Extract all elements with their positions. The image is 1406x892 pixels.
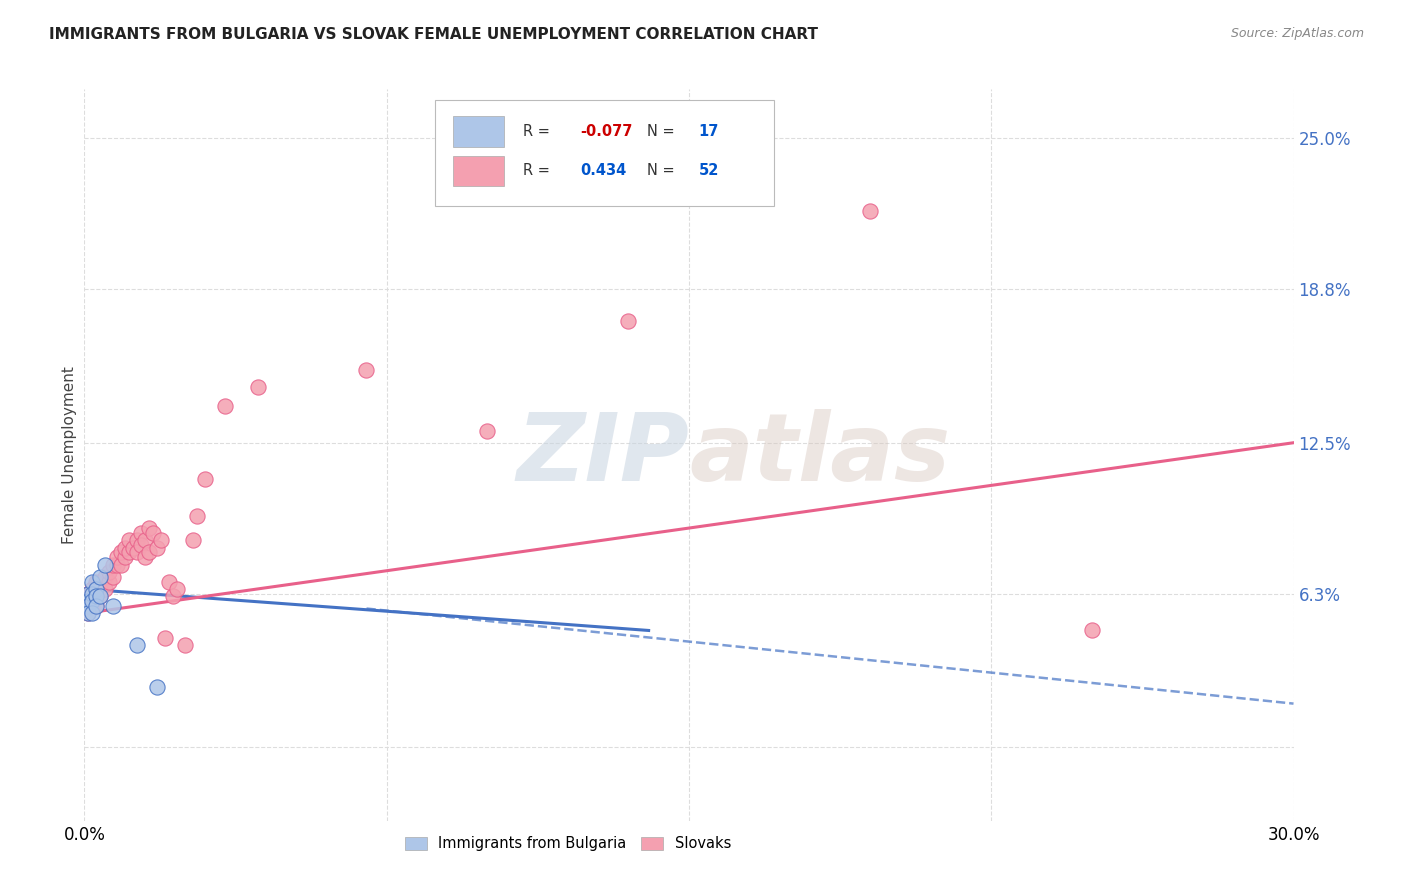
Point xyxy=(93,558,115,572)
Point xyxy=(149,533,172,548)
Point xyxy=(93,570,115,584)
Point xyxy=(194,472,217,486)
Text: 17: 17 xyxy=(699,124,718,139)
FancyBboxPatch shape xyxy=(453,155,503,186)
Point xyxy=(134,550,156,565)
Point xyxy=(129,538,152,552)
Point xyxy=(101,558,124,572)
Point xyxy=(77,594,100,608)
Point xyxy=(89,570,111,584)
Point xyxy=(97,574,120,589)
Point xyxy=(114,550,136,565)
Text: atlas: atlas xyxy=(689,409,950,501)
FancyBboxPatch shape xyxy=(434,100,773,206)
Text: R =: R = xyxy=(523,124,550,139)
Point xyxy=(134,533,156,548)
Point xyxy=(82,582,104,596)
Point xyxy=(246,379,269,393)
Point xyxy=(129,525,152,540)
Point xyxy=(356,362,378,376)
Point xyxy=(86,587,108,601)
Point xyxy=(89,590,111,604)
Point xyxy=(142,525,165,540)
Point xyxy=(101,570,124,584)
Point xyxy=(174,638,197,652)
Legend: Immigrants from Bulgaria, Slovaks: Immigrants from Bulgaria, Slovaks xyxy=(399,830,737,857)
Point xyxy=(110,558,132,572)
FancyBboxPatch shape xyxy=(453,116,503,147)
Point xyxy=(118,533,141,548)
Point xyxy=(110,545,132,559)
Point xyxy=(166,582,188,596)
Point xyxy=(146,680,169,694)
Point xyxy=(162,590,184,604)
Point xyxy=(125,638,148,652)
Point xyxy=(125,545,148,559)
Point xyxy=(146,541,169,555)
Text: Source: ZipAtlas.com: Source: ZipAtlas.com xyxy=(1230,27,1364,40)
Point xyxy=(77,587,100,601)
Text: ZIP: ZIP xyxy=(516,409,689,501)
Y-axis label: Female Unemployment: Female Unemployment xyxy=(62,366,77,544)
Point xyxy=(82,587,104,601)
Point xyxy=(105,550,128,565)
Point xyxy=(82,607,104,621)
Point xyxy=(153,631,176,645)
Point xyxy=(1081,624,1104,638)
Point xyxy=(101,599,124,613)
Point xyxy=(97,565,120,579)
Point xyxy=(186,508,208,523)
Point xyxy=(82,574,104,589)
Point xyxy=(86,582,108,596)
Point xyxy=(138,545,160,559)
Point xyxy=(77,599,100,613)
Point xyxy=(82,594,104,608)
Point xyxy=(121,541,143,555)
Point xyxy=(77,599,100,613)
Point xyxy=(89,590,111,604)
Text: 52: 52 xyxy=(699,163,718,178)
Point xyxy=(157,574,180,589)
Text: N =: N = xyxy=(647,124,675,139)
Text: IMMIGRANTS FROM BULGARIA VS SLOVAK FEMALE UNEMPLOYMENT CORRELATION CHART: IMMIGRANTS FROM BULGARIA VS SLOVAK FEMAL… xyxy=(49,27,818,42)
Point xyxy=(214,399,236,413)
Point xyxy=(477,424,499,438)
Point xyxy=(93,582,115,596)
Point xyxy=(105,558,128,572)
Point xyxy=(114,541,136,555)
Text: N =: N = xyxy=(647,163,675,178)
Point xyxy=(89,582,111,596)
Point xyxy=(125,533,148,548)
Point xyxy=(118,545,141,559)
Point xyxy=(181,533,204,548)
Point xyxy=(86,599,108,613)
Text: -0.077: -0.077 xyxy=(581,124,633,139)
Point xyxy=(86,599,108,613)
Text: R =: R = xyxy=(523,163,550,178)
Point xyxy=(77,607,100,621)
Point xyxy=(86,574,108,589)
Point xyxy=(617,314,640,328)
Text: 0.434: 0.434 xyxy=(581,163,626,178)
Point xyxy=(82,594,104,608)
Point xyxy=(859,204,882,219)
Point xyxy=(138,521,160,535)
Point xyxy=(77,607,100,621)
Point xyxy=(86,590,108,604)
Point xyxy=(82,599,104,613)
Point xyxy=(77,587,100,601)
